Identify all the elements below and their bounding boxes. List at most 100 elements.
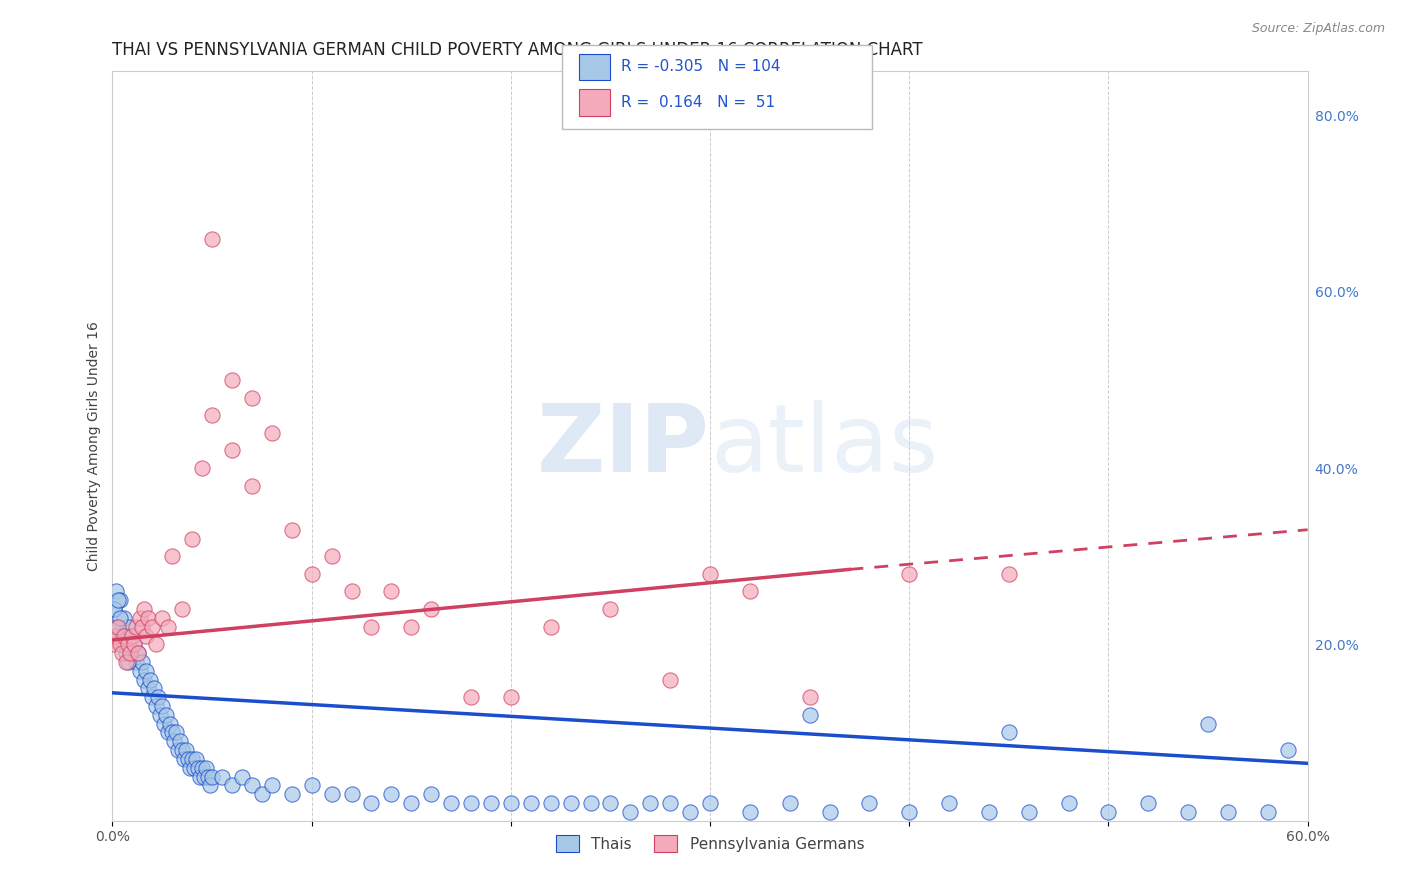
Point [240, 478, 263, 492]
Point [174, 743, 197, 757]
Point [221, 443, 243, 458]
Point [150, 699, 173, 714]
Point [1137, 796, 1160, 810]
Text: Source: ZipAtlas.com: Source: ZipAtlas.com [1251, 22, 1385, 36]
Point [127, 646, 149, 660]
Point [301, 778, 323, 792]
Point [520, 796, 543, 810]
Point [115, 628, 138, 642]
Point [250, 787, 273, 801]
Point [187, 761, 209, 775]
Point [143, 681, 166, 696]
Point [799, 690, 821, 705]
Point [640, 796, 662, 810]
Point [117, 637, 139, 651]
Point [460, 690, 482, 705]
Point [321, 787, 343, 801]
Point [460, 796, 482, 810]
Point [201, 770, 224, 784]
Point [131, 655, 153, 669]
Point [163, 734, 186, 748]
Point [114, 637, 135, 651]
Point [211, 770, 233, 784]
Point [240, 778, 263, 792]
Point [579, 796, 602, 810]
Point [124, 637, 146, 651]
Point [301, 566, 323, 581]
Point [201, 232, 224, 246]
Point [1057, 796, 1080, 810]
Point [340, 584, 363, 599]
Point [129, 664, 152, 678]
Point [1177, 805, 1199, 819]
Point [165, 725, 187, 739]
Point [599, 602, 621, 616]
Point [138, 611, 160, 625]
Point [172, 743, 194, 757]
Point [898, 566, 921, 581]
Point [110, 611, 132, 625]
Legend: Thais, Pennsylvania Germans: Thais, Pennsylvania Germans [550, 829, 870, 858]
Point [186, 752, 208, 766]
Point [141, 620, 163, 634]
Point [117, 620, 139, 634]
Point [183, 761, 205, 775]
Point [103, 602, 125, 616]
Point [938, 796, 960, 810]
Point [998, 725, 1021, 739]
Point [221, 373, 243, 387]
Point [172, 602, 194, 616]
Point [1097, 805, 1119, 819]
Point [380, 787, 402, 801]
Point [181, 752, 204, 766]
Point [998, 566, 1021, 581]
Point [679, 805, 702, 819]
Y-axis label: Child Poverty Among Girls Under 16: Child Poverty Among Girls Under 16 [87, 321, 101, 571]
Point [193, 770, 215, 784]
Point [360, 620, 382, 634]
Point [167, 743, 190, 757]
Point [115, 655, 138, 669]
Point [157, 620, 180, 634]
Point [115, 646, 138, 660]
Point [145, 699, 167, 714]
Point [145, 637, 167, 651]
Point [134, 673, 156, 687]
Point [191, 761, 214, 775]
Point [221, 778, 243, 792]
Point [659, 796, 682, 810]
Point [141, 690, 163, 705]
Point [125, 620, 148, 634]
Point [111, 646, 134, 660]
Point [659, 673, 682, 687]
Point [121, 628, 143, 642]
Point [120, 646, 142, 660]
Point [179, 761, 201, 775]
Point [540, 620, 562, 634]
Point [540, 796, 562, 810]
Point [107, 593, 129, 607]
Point [799, 707, 821, 722]
Point [125, 655, 148, 669]
Point [177, 752, 200, 766]
Point [401, 796, 423, 810]
Point [114, 611, 135, 625]
Point [380, 584, 402, 599]
Point [153, 716, 176, 731]
Text: ZIP: ZIP [537, 400, 710, 492]
Point [111, 637, 134, 651]
Point [231, 770, 253, 784]
Point [401, 620, 423, 634]
Point [188, 770, 211, 784]
Point [818, 805, 841, 819]
Point [120, 646, 142, 660]
Point [103, 637, 125, 651]
Point [738, 805, 761, 819]
Point [110, 593, 132, 607]
Point [1257, 805, 1279, 819]
Point [599, 796, 621, 810]
Text: atlas: atlas [710, 400, 938, 492]
Point [1197, 716, 1219, 731]
Point [977, 805, 1000, 819]
Text: THAI VS PENNSYLVANIA GERMAN CHILD POVERTY AMONG GIRLS UNDER 16 CORRELATION CHART: THAI VS PENNSYLVANIA GERMAN CHILD POVERT… [112, 41, 924, 59]
